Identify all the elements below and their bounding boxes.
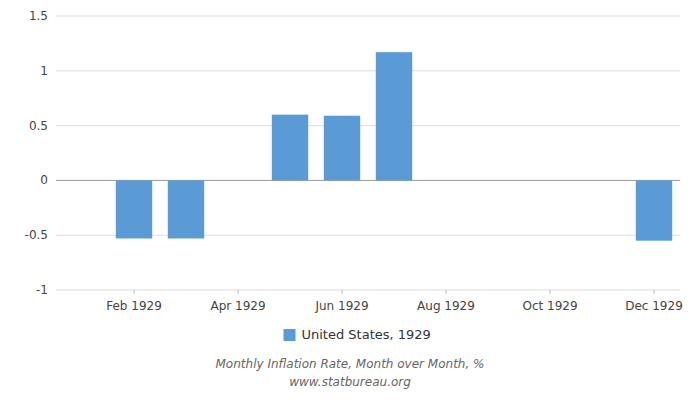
grid [56,16,680,290]
bar [64,180,100,181]
legend-label: United States, 1929 [302,327,431,342]
bar [376,52,412,180]
y-tick-label: -0.5 [25,228,48,242]
x-tick-label: Feb 1929 [106,299,162,313]
x-tick-label: Apr 1929 [210,299,265,313]
grid-line [56,125,680,126]
grid-line [56,16,680,17]
bar [116,180,152,238]
bar [428,180,464,181]
legend: United States, 1929 [284,327,431,342]
footer-note: www.statbureau.org [289,375,411,389]
bar [272,115,308,181]
bar [480,180,516,181]
x-tick [654,290,655,294]
bar [324,116,360,181]
legend-swatch [284,329,296,341]
bar [532,180,568,181]
y-tick-label: -1 [36,283,48,297]
bar [168,180,204,238]
x-tick [238,290,239,294]
x-tick-label: Oct 1929 [522,299,577,313]
y-tick-label: 0 [40,173,48,187]
y-tick-label: 1.5 [29,9,48,23]
y-tick-label: 0.5 [29,119,48,133]
bars [116,52,672,241]
x-tick [446,290,447,294]
chart-container: -1 -0.5 0 0.5 1 1.5 Feb 1929 Apr 1929 Jun 1929 Au… [0,0,700,400]
y-tick-label: 1 [40,64,48,78]
x-tick-label: Jun 1929 [314,299,368,313]
x-tick-label: Aug 1929 [417,299,475,313]
footer-note: Monthly Inflation Rate, Month over Month… [216,357,485,371]
bar [584,180,620,181]
bar [636,180,672,240]
grid-line [56,290,680,291]
x-tick [134,290,135,294]
grid-line [56,70,680,71]
x-tick-label: Dec 1929 [625,299,683,313]
x-tick [550,290,551,294]
bar [220,180,256,181]
x-tick [342,290,343,294]
chart-svg: -1 -0.5 0 0.5 1 1.5 Feb 1929 Apr 1929 Jun 1929 Au… [0,0,700,400]
